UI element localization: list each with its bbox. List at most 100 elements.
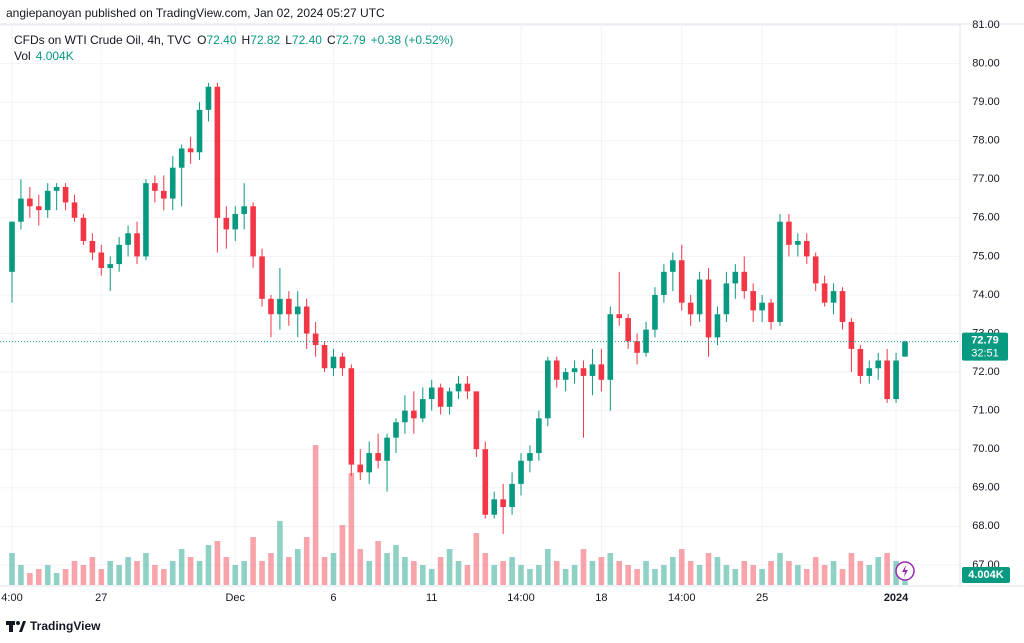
volume-bar — [464, 565, 471, 585]
candle-body — [464, 383, 471, 392]
volume-bar — [750, 565, 756, 585]
volume-bar — [768, 561, 774, 585]
volume-bar — [696, 565, 703, 585]
volume-bar — [580, 549, 587, 585]
candle-body — [178, 148, 185, 168]
volume-bar — [9, 553, 15, 585]
volume-bar — [375, 541, 381, 585]
open-label: O — [197, 33, 206, 47]
candle-body — [62, 186, 69, 203]
x-tick-label: 2024 — [884, 592, 909, 604]
x-tick-label: 27 — [95, 592, 107, 604]
volume-bar — [125, 557, 131, 585]
volume-value: 4.004K — [36, 49, 74, 63]
candle-body — [294, 306, 301, 315]
volume-bar — [187, 557, 194, 585]
volume-bar — [268, 553, 274, 585]
candle-body — [473, 391, 480, 450]
candle-body — [348, 368, 355, 465]
candle-body — [518, 460, 524, 484]
volume-bar — [571, 565, 578, 585]
x-tick-label: 6 — [330, 592, 336, 604]
candle-body — [330, 356, 337, 369]
candle-body — [80, 217, 87, 241]
candle-body — [232, 213, 239, 230]
volume-bar — [71, 561, 78, 585]
candle-body — [652, 294, 658, 330]
y-tick-label: 80.00 — [972, 58, 1000, 70]
volume-bar — [152, 565, 158, 585]
candle-body — [9, 221, 15, 272]
x-tick-label: 25 — [756, 592, 768, 604]
candle-body — [268, 298, 274, 315]
volume-bar — [98, 569, 105, 585]
candle-body — [670, 260, 676, 272]
volume-bar — [107, 561, 114, 585]
volume-bar — [294, 549, 301, 585]
volume-bar — [857, 561, 864, 585]
volume-bar — [27, 573, 33, 585]
candle-body — [795, 240, 801, 245]
candle-body — [580, 368, 587, 376]
volume-bar — [89, 557, 96, 585]
candle-body — [821, 283, 828, 303]
candle-body — [455, 383, 462, 392]
plot — [0, 24, 960, 586]
volume-bar — [670, 557, 676, 585]
candle-body — [214, 86, 221, 218]
candle-body — [18, 198, 24, 222]
candle-body — [705, 279, 712, 338]
volume-bar — [223, 557, 230, 585]
volume-bar — [18, 565, 24, 585]
volume-bar — [44, 565, 51, 585]
volume-bar — [232, 565, 239, 585]
candle-body — [812, 256, 819, 284]
volume-bar — [116, 565, 122, 585]
event-icon[interactable] — [895, 561, 915, 581]
volume-bar — [446, 549, 453, 585]
open: 72.40 — [207, 33, 237, 47]
volume-bar — [884, 553, 890, 585]
y-tick-label: 72.00 — [972, 366, 1000, 378]
candle-body — [419, 399, 426, 419]
volume-bar — [196, 561, 203, 585]
candle-body — [732, 271, 739, 284]
candle-body — [134, 233, 140, 257]
candle-body — [839, 291, 846, 322]
volume-bar — [545, 549, 551, 585]
candle-body — [678, 260, 685, 303]
volume-bar — [455, 561, 462, 585]
volume-bar — [161, 569, 167, 585]
volume-bar — [143, 553, 149, 585]
volume-bar — [214, 541, 221, 585]
y-tick-label: 79.00 — [972, 96, 1000, 108]
volume-bar — [714, 557, 721, 585]
volume-bar — [625, 565, 631, 585]
volume-bar — [839, 569, 846, 585]
volume-bar — [134, 561, 140, 585]
volume-bar — [786, 561, 792, 585]
y-tick-label: 77.00 — [972, 173, 1000, 185]
volume-bar — [250, 537, 256, 585]
volume-bar — [723, 565, 730, 585]
candle-body — [205, 86, 212, 110]
footer-brand: TradingView — [30, 619, 101, 633]
candle-body — [491, 499, 498, 515]
candle-body — [393, 422, 399, 438]
candle-body — [803, 240, 810, 257]
candle-body — [187, 148, 194, 153]
volume-bar — [402, 557, 408, 585]
candle-body — [661, 271, 667, 295]
candle-body — [375, 453, 381, 461]
candle-body — [607, 314, 614, 380]
volume-legend: Vol 4.004K — [14, 49, 74, 63]
candle-body — [759, 302, 765, 311]
candle-body — [402, 410, 408, 423]
volume-bar — [500, 561, 506, 585]
candle-body — [143, 183, 149, 257]
candle-body — [312, 333, 319, 346]
candle-body — [437, 387, 444, 407]
volume-bar — [169, 561, 176, 585]
last-price-label: 72.79 — [971, 335, 999, 347]
